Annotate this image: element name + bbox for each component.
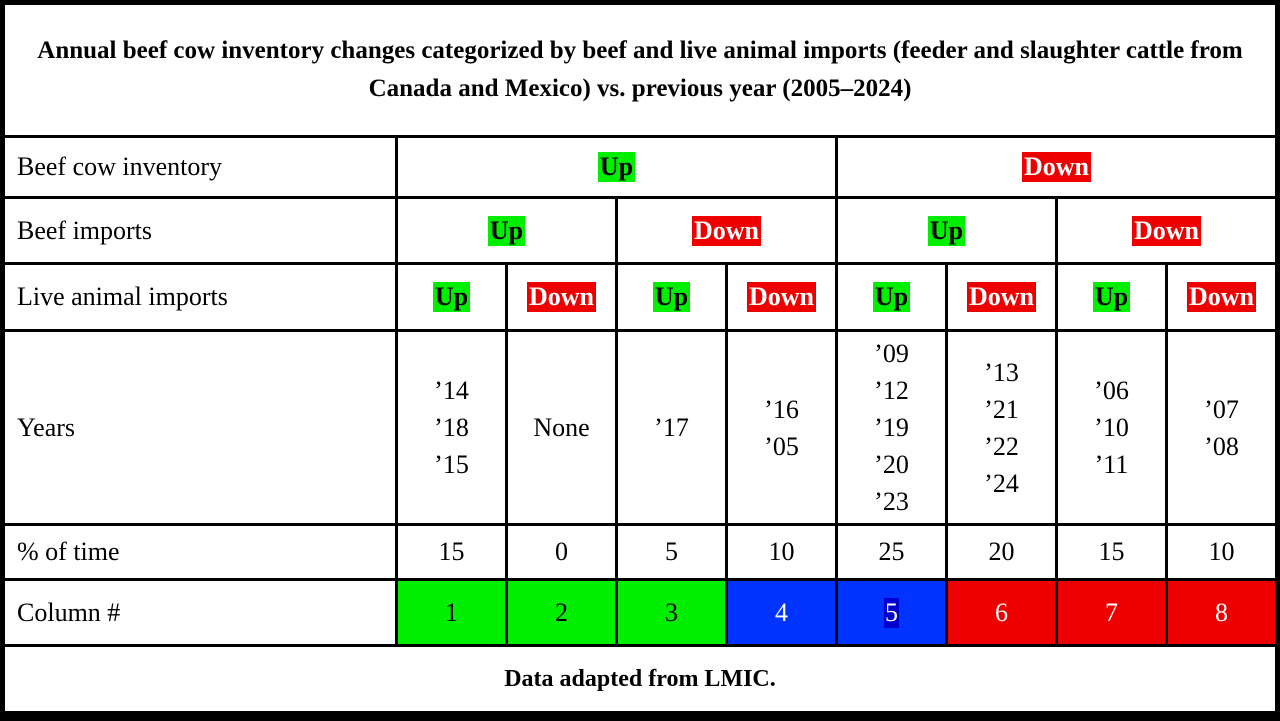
row-label-beef-cow-inventory: Beef cow inventory (5, 138, 395, 196)
column-number: 7 (1105, 597, 1118, 627)
up-badge: Up (872, 282, 911, 312)
up-badge: Up (652, 282, 691, 312)
column-number: 5 (884, 597, 899, 628)
live-imports-cell: Up (618, 265, 725, 329)
years-cell: ’06 ’10 ’11 (1058, 332, 1165, 523)
year-value: ’23 (874, 487, 909, 516)
down-badge: Down (1131, 215, 1201, 246)
up-badge: Up (432, 282, 471, 312)
row-label-years: Years (5, 332, 395, 523)
beef-imports-cell: Down (1058, 199, 1275, 262)
up-badge: Up (597, 152, 636, 182)
years-cell: ’14 ’18 ’15 (398, 332, 505, 523)
row-label-column-num: Column # (5, 581, 395, 644)
years-cell: ’09 ’12 ’19 ’20 ’23 (838, 332, 945, 523)
pct-time-cell: 5 (618, 526, 725, 578)
column-number-cell: 5 (838, 581, 945, 644)
column-number: 4 (775, 597, 788, 627)
year-value: ’07 (1204, 394, 1239, 424)
year-value: ’05 (764, 431, 799, 461)
column-number-cell: 1 (398, 581, 505, 644)
column-number: 8 (1215, 597, 1228, 627)
up-badge: Up (487, 215, 526, 246)
year-value: ’10 (1094, 413, 1129, 442)
down-badge: Down (966, 282, 1036, 312)
inventory-up-cell: Up (398, 138, 835, 196)
year-value: ’06 (1094, 376, 1129, 405)
year-value: ’24 (984, 468, 1019, 498)
column-number-cell: 2 (508, 581, 615, 644)
beef-imports-cell: Up (398, 199, 615, 262)
beef-imports-cell: Up (838, 199, 1055, 262)
years-cell: ’16’05 (728, 332, 835, 523)
year-value: ’16 (764, 394, 799, 424)
year-value: ’22 (984, 431, 1019, 461)
column-number-cell: 3 (618, 581, 725, 644)
year-value: None (533, 413, 590, 442)
column-number-cell: 4 (728, 581, 835, 644)
column-number-cell: 7 (1058, 581, 1165, 644)
row-label-pct-time: % of time (5, 526, 395, 578)
down-badge: Down (526, 282, 596, 312)
down-badge: Down (691, 215, 761, 246)
pct-time-cell: 15 (398, 526, 505, 578)
inventory-down-cell: Down (838, 138, 1275, 196)
pct-time-cell: 15 (1058, 526, 1165, 578)
pct-time-cell: 10 (1168, 526, 1275, 578)
live-imports-cell: Up (1058, 265, 1165, 329)
year-value: ’12 (874, 376, 909, 405)
column-number: 6 (995, 597, 1008, 627)
footer-source: Data adapted from LMIC. (5, 647, 1275, 711)
pct-time-cell: 10 (728, 526, 835, 578)
table-title: Annual beef cow inventory changes catego… (5, 5, 1275, 135)
year-value: ’15 (434, 450, 469, 479)
down-badge: Down (1021, 152, 1091, 182)
year-value: ’14 (434, 376, 469, 405)
live-imports-cell: Up (838, 265, 945, 329)
beef-imports-cell: Down (618, 199, 835, 262)
column-number-cell: 8 (1168, 581, 1275, 644)
column-number-cell: 6 (948, 581, 1055, 644)
up-badge: Up (927, 215, 966, 246)
year-value: ’11 (1094, 450, 1129, 479)
up-badge: Up (1092, 282, 1131, 312)
year-value: ’19 (874, 413, 909, 442)
years-cell: ’17 (618, 332, 725, 523)
year-value: ’17 (654, 413, 689, 442)
year-value: ’20 (874, 450, 909, 479)
pct-time-cell: 20 (948, 526, 1055, 578)
pct-time-cell: 25 (838, 526, 945, 578)
column-number: 3 (665, 597, 678, 627)
year-value: ’08 (1204, 431, 1239, 461)
live-imports-cell: Down (1168, 265, 1275, 329)
years-cell: ’07’08 (1168, 332, 1275, 523)
year-value: ’09 (874, 339, 909, 368)
row-label-live-animal-imports: Live animal imports (5, 265, 395, 329)
down-badge: Down (746, 282, 816, 312)
live-imports-cell: Down (508, 265, 615, 329)
column-number: 1 (445, 597, 458, 627)
years-cell: ’13 ’21 ’22 ’24 (948, 332, 1055, 523)
live-imports-cell: Down (728, 265, 835, 329)
column-number: 2 (555, 597, 568, 627)
year-value: ’13 (984, 357, 1019, 387)
year-value: ’18 (434, 413, 469, 442)
live-imports-cell: Up (398, 265, 505, 329)
pct-time-cell: 0 (508, 526, 615, 578)
row-label-beef-imports: Beef imports (5, 199, 395, 262)
years-cell: None (508, 332, 615, 523)
live-imports-cell: Down (948, 265, 1055, 329)
year-value: ’21 (984, 394, 1019, 424)
down-badge: Down (1186, 282, 1256, 312)
